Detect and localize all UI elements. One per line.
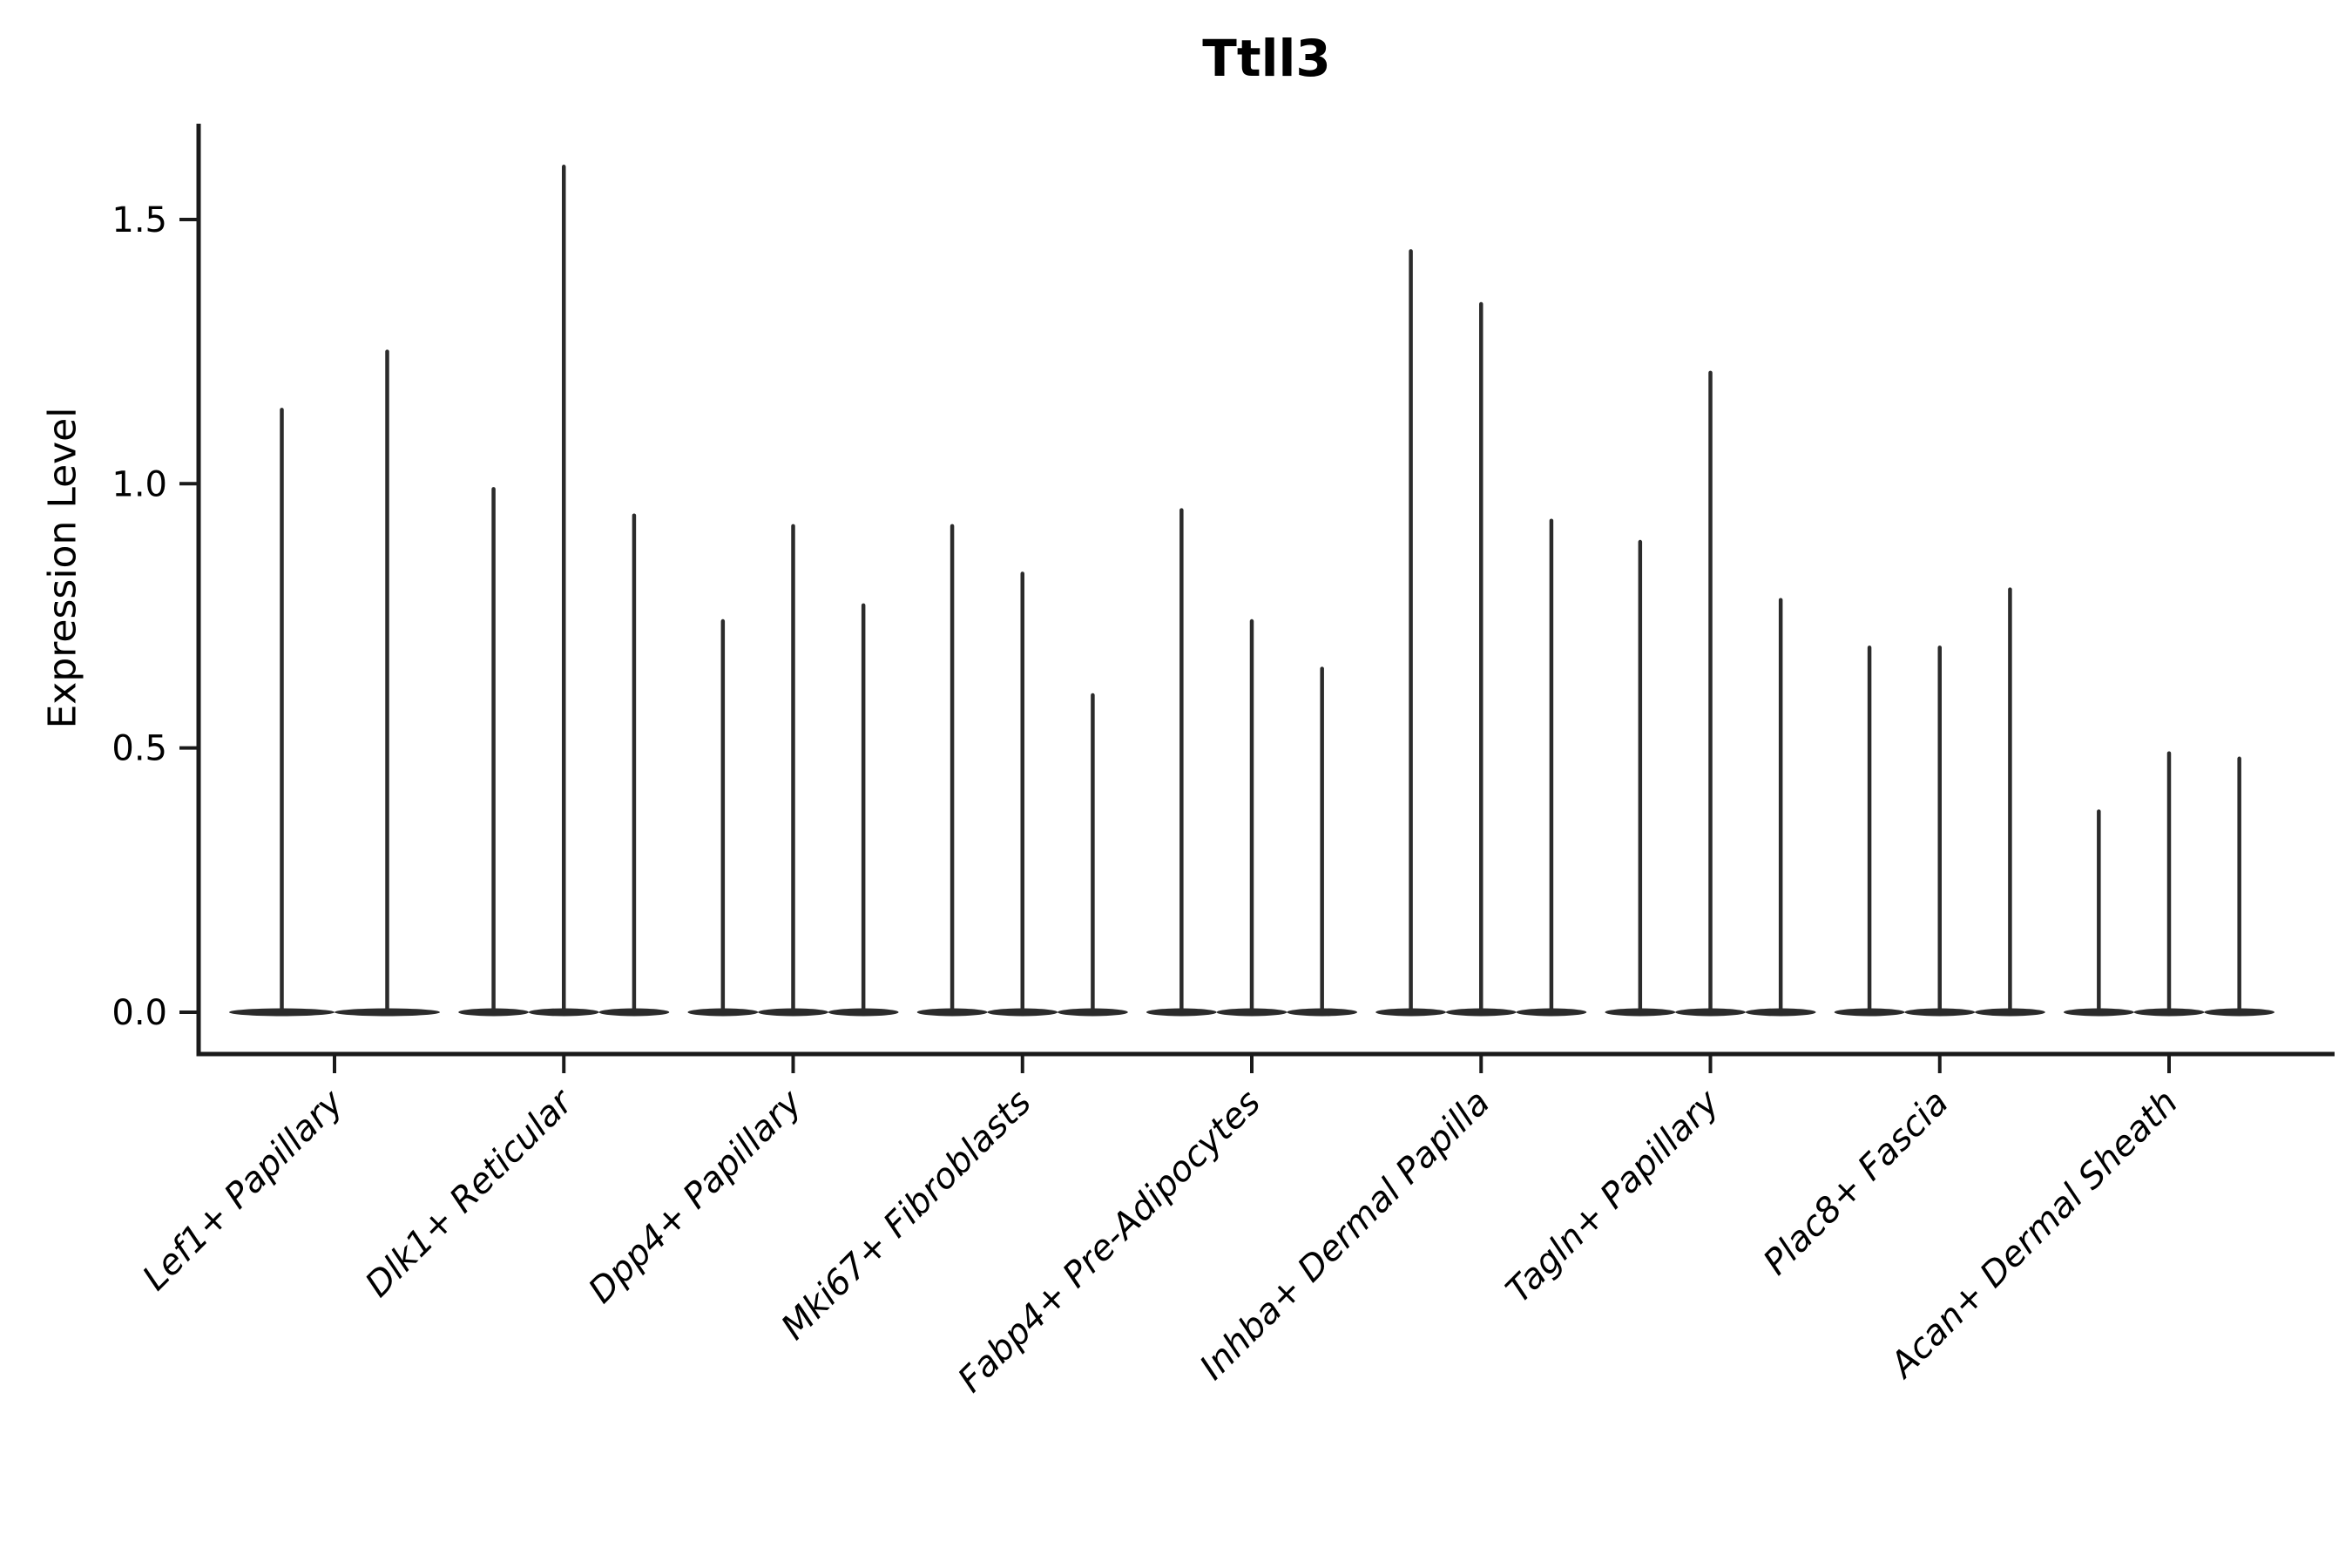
violin-body [2204,1008,2275,1017]
violin-body [598,1008,670,1017]
violin-body [1516,1008,1587,1017]
x-tick-label: Dpp4+ Papillary [581,1082,810,1311]
violin-body [1745,1008,1816,1017]
violin-body [528,1008,599,1017]
violin-body [1445,1008,1517,1017]
x-tick-label: Tagln+ Papillary [1498,1082,1727,1311]
y-tick-label: 0.5 [112,729,167,769]
x-tick-label: Plac8+ Fascia [1756,1083,1957,1283]
y-tick-label: 1.0 [112,464,167,504]
y-tick-label: 1.5 [112,200,167,240]
violin-body [1287,1008,1357,1017]
violin-body [1375,1008,1446,1017]
violin-body [916,1008,988,1017]
x-tick-label: Lef1+ Papillary [135,1082,352,1299]
violin-body [1834,1008,1905,1017]
violin-body [229,1008,335,1017]
violin-body [828,1008,899,1017]
violin-body [1904,1008,1976,1017]
violin-body [1675,1008,1746,1017]
violin-body [1975,1008,2045,1017]
violin-body [458,1008,529,1017]
violin-body [1146,1008,1217,1017]
y-tick-label: 0.0 [112,993,167,1033]
x-tick-label: Dlk1+ Reticular [358,1081,582,1305]
violin-body [687,1008,759,1017]
violin-body [1216,1008,1288,1017]
violin-body [2064,1008,2134,1017]
violin-body [1058,1008,1128,1017]
chart-title: Ttll3 [1202,29,1331,88]
violin-body [1605,1008,1676,1017]
violin-body [2133,1008,2205,1017]
violin-body [758,1008,828,1017]
x-tick-label: Mki67+ Fibroblasts [774,1083,1039,1348]
violin-body [335,1008,440,1017]
violin-body [987,1008,1058,1017]
